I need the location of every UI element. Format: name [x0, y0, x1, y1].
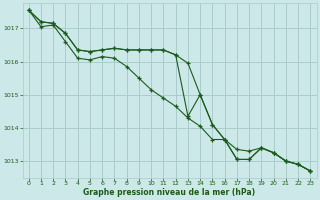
X-axis label: Graphe pression niveau de la mer (hPa): Graphe pression niveau de la mer (hPa) — [84, 188, 256, 197]
